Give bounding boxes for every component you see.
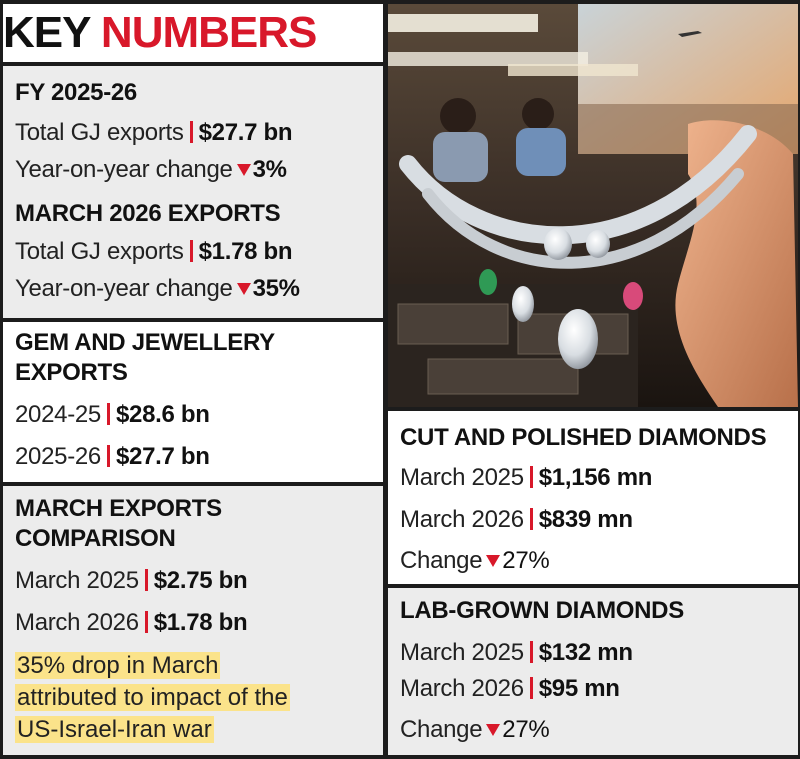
row-value: 3% <box>252 156 287 183</box>
cut-row-2026: March 2026 $839 mn <box>400 505 633 535</box>
note-line-2: attributed to impact of the <box>15 684 290 711</box>
row-label: March 2025 <box>400 639 524 666</box>
row-value: $132 mn <box>538 639 633 666</box>
march-change-row: Year-on-year change 35% <box>15 274 300 304</box>
page-title: KEY NUMBERS <box>3 8 317 58</box>
comparison-note: 35% drop in March attributed to impact o… <box>15 650 290 746</box>
row-value: 27% <box>502 716 550 743</box>
row-label: March 2026 <box>15 609 139 636</box>
gj-heading-line1: GEM AND JEWELLERY <box>15 329 275 356</box>
fy-exports-row: Total GJ exports $27.7 bn <box>15 118 293 148</box>
row-label: 2024-25 <box>15 401 101 428</box>
march-exports-heading: MARCH 2026 EXPORTS <box>15 200 281 227</box>
title-part-2: NUMBERS <box>100 8 317 57</box>
row-value: $1,156 mn <box>538 464 653 491</box>
comparison-row-2025: March 2025 $2.75 bn <box>15 566 248 596</box>
gj-heading-line2: EXPORTS <box>15 359 128 386</box>
separator-bar <box>529 641 533 663</box>
separator-bar <box>106 445 110 467</box>
down-triangle-icon <box>486 724 501 736</box>
separator-bar <box>106 403 110 425</box>
lab-row-2025: March 2025 $132 mn <box>400 638 633 668</box>
row-label: Year-on-year change <box>15 156 233 183</box>
row-label: Change <box>400 547 483 574</box>
row-value: $28.6 bn <box>115 401 210 428</box>
row-value: $2.75 bn <box>153 567 248 594</box>
row-value: $839 mn <box>538 506 633 533</box>
fy-heading: FY 2025-26 <box>15 79 137 106</box>
row-label: March 2025 <box>15 567 139 594</box>
comparison-panel: MARCH EXPORTS COMPARISON March 2025 $2.75… <box>3 486 383 755</box>
row-label: March 2026 <box>400 675 524 702</box>
separator-bar <box>189 240 193 262</box>
separator-bar <box>144 569 148 591</box>
lab-row-2026: March 2026 $95 mn <box>400 674 620 704</box>
cut-row-2025: March 2025 $1,156 mn <box>400 463 652 493</box>
lab-heading: LAB-GROWN DIAMONDS <box>400 597 684 624</box>
row-label: March 2025 <box>400 464 524 491</box>
gj-row-2024: 2024-25 $28.6 bn <box>15 400 210 430</box>
lab-grown-panel: LAB-GROWN DIAMONDS March 2025 $132 mn Mar… <box>388 588 798 755</box>
comparison-heading-line1: MARCH EXPORTS <box>15 495 222 522</box>
separator-bar <box>189 121 193 143</box>
fy-change-row: Year-on-year change 3% <box>15 155 287 185</box>
title-part-1: KEY <box>3 8 91 57</box>
comparison-row-2026: March 2026 $1.78 bn <box>15 608 248 638</box>
cut-polished-panel: CUT AND POLISHED DIAMONDS March 2025 $1,1… <box>388 411 798 584</box>
down-triangle-icon <box>236 164 251 176</box>
separator-bar <box>144 611 148 633</box>
note-line-3: US-Israel-Iran war <box>15 716 214 743</box>
row-value: 27% <box>502 547 550 574</box>
cut-heading: CUT AND POLISHED DIAMONDS <box>400 424 767 451</box>
row-value: 35% <box>252 275 300 302</box>
row-label: Change <box>400 716 483 743</box>
down-triangle-icon <box>236 283 251 295</box>
fy-panel: FY 2025-26 Total GJ exports $27.7 bn Year… <box>3 66 383 318</box>
note-line-1: 35% drop in March <box>15 652 221 679</box>
separator-bar <box>529 466 533 488</box>
row-label: Total GJ exports <box>15 119 184 146</box>
row-value: $95 mn <box>538 675 620 702</box>
row-label: March 2026 <box>400 506 524 533</box>
row-label: Total GJ exports <box>15 238 184 265</box>
gj-exports-panel: GEM AND JEWELLERY EXPORTS 2024-25 $28.6 b… <box>3 322 383 482</box>
comparison-heading-line2: COMPARISON <box>15 525 176 552</box>
cut-change-row: Change 27% <box>400 546 550 576</box>
title-box: KEY NUMBERS <box>3 4 383 62</box>
separator-bar <box>529 677 533 699</box>
row-label: 2025-26 <box>15 443 101 470</box>
row-value: $1.78 bn <box>153 609 248 636</box>
lab-change-row: Change 27% <box>400 715 550 745</box>
march-exports-row: Total GJ exports $1.78 bn <box>15 237 293 267</box>
row-label: Year-on-year change <box>15 275 233 302</box>
necklace-image <box>388 4 798 407</box>
row-value: $27.7 bn <box>115 443 210 470</box>
jewellery-photo <box>388 4 798 407</box>
row-value: $1.78 bn <box>198 238 293 265</box>
separator-bar <box>529 508 533 530</box>
left-column: KEY NUMBERS FY 2025-26 Total GJ exports $… <box>3 4 383 755</box>
down-triangle-icon <box>486 555 501 567</box>
gj-row-2025: 2025-26 $27.7 bn <box>15 442 210 472</box>
row-value: $27.7 bn <box>198 119 293 146</box>
